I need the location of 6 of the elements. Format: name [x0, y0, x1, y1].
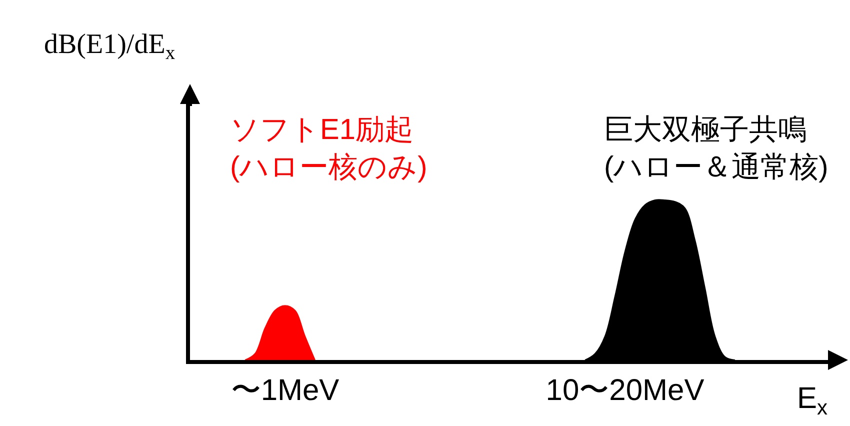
x-tick-label: 〜1MeV [230, 374, 340, 407]
text: ソフトE1励起 (ハロー核のみ) [230, 114, 428, 184]
series-label: 巨大双極子共鳴 (ハロー＆通常核) [604, 114, 828, 184]
x-axis-title: E$_{x}$ [797, 382, 828, 420]
y-axis-title: dB(E1)/dE$_{x}$ [44, 29, 176, 64]
x-tick-label: 10〜20MeV [546, 374, 704, 407]
